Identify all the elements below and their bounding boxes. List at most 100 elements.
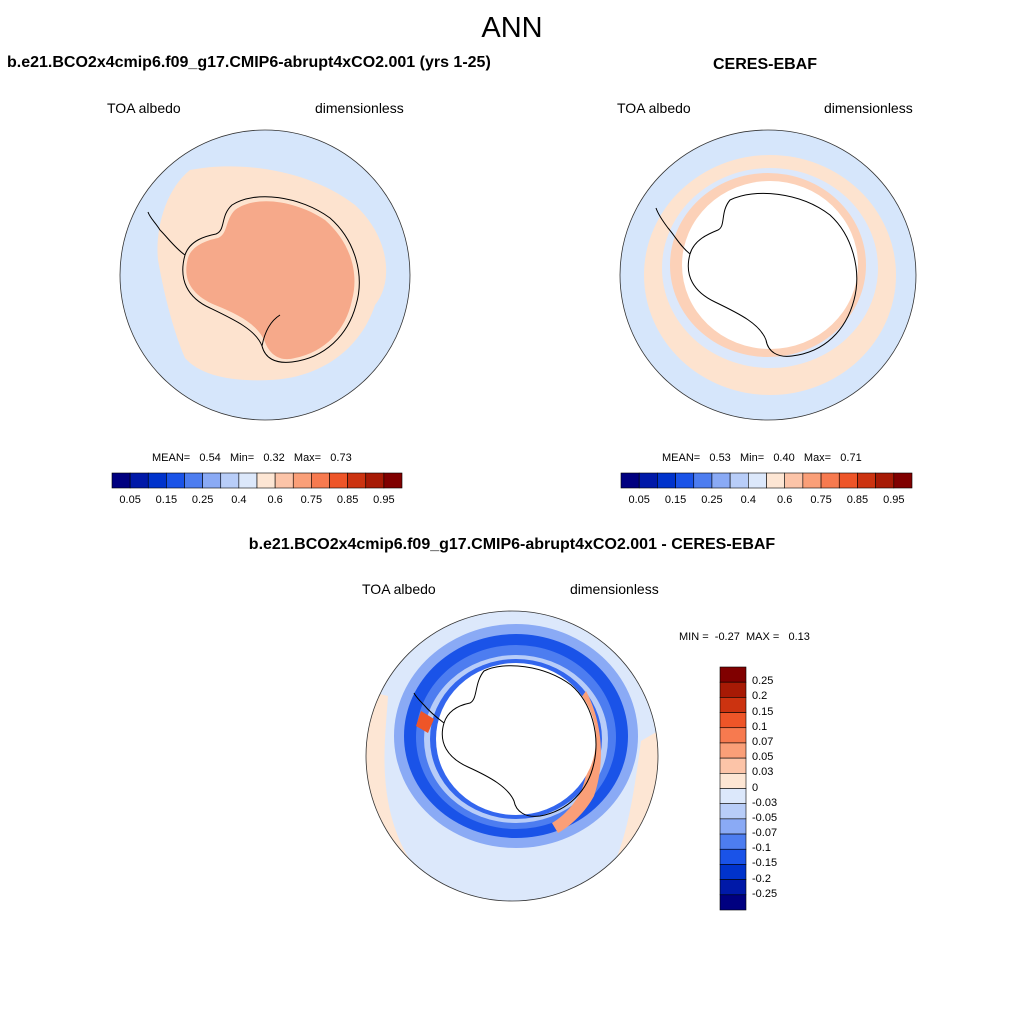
panel1-colorbar-swatch [111,472,131,489]
panel1-units-label: dimensionless [315,100,404,116]
panel2-colorbar-ticks: 0.05 0.15 0.25 0.4 0.6 0.75 0.85 0.95 [621,494,912,508]
panel1-antarctica-coastline [182,196,360,363]
panel2-antarctica-coastline [687,192,858,357]
panel3-min-value: -0.27 [714,631,740,643]
panel2-min-label: Min= [739,452,765,464]
panel1-colorbar-swatch [292,472,312,489]
panel2-map [619,129,917,421]
panel1-title: b.e21.BCO2x4cmip6.f09_g17.CMIP6-abrupt4x… [7,54,491,71]
panel3-title: b.e21.BCO2x4cmip6.f09_g17.CMIP6-abrupt4x… [248,536,776,553]
panel3-colorbar-swatch [719,879,747,896]
panel1-colorbar [111,472,403,489]
panel3-colorbar [719,666,747,911]
panel3-colorbar-swatch [719,803,747,820]
panel1-colorbar-tick-label: 0.85 [336,494,359,506]
panel3-colorbar-tick-label: 0.03 [752,766,774,779]
panel2-max-value: 0.71 [840,452,862,464]
panel1-mean-value: 0.54 [199,452,221,464]
panel2-colorbar-swatch [638,472,658,489]
panel2-colorbar-swatch [748,472,767,489]
panel1-colorbar-swatch [166,472,185,489]
panel3-colorbar-ticks: 0.25 0.2 0.15 0.1 0.07 0.05 0.03 0 -0.03 -0.05 -0.… [752,667,802,910]
panel3-colorbar-swatch [719,697,747,713]
panel3-colorbar-tick-label: 0.05 [752,751,774,764]
panel1-colorbar-tick-label: 0.95 [373,494,395,506]
panel1-colorbar-swatch [184,472,203,489]
panel3-colorbar-swatch [719,848,747,865]
panel3-colorbar-tick-label: 0.2 [752,690,768,703]
panel3-colorbar-tick-label: -0.03 [752,796,778,809]
panel1-max-label: Max= [293,452,322,464]
panel3-colorbar-tick-label: -0.25 [752,887,778,900]
panel2-missing-region [682,181,858,349]
panel3-colorbar-swatch [719,666,747,683]
panel3-colorbar-swatch [719,712,747,729]
panel3-peninsula-positive [416,711,434,733]
panel1-colorbar-swatch [256,472,276,489]
panel3-variable-label: TOA albedo [362,581,436,597]
panel2-variable-label: TOA albedo [617,100,691,116]
panel3-colorbar-swatch [719,864,747,880]
panel2-mean-label: MEAN= [662,452,701,464]
panel3-max-value: 0.13 [788,631,810,643]
panel3-colorbar-swatch [719,681,747,698]
panel1-colorbar-swatch [147,472,167,489]
panel2-colorbar [620,472,913,489]
panel2-colorbar-swatch [875,472,895,489]
panel1-colorbar-swatch [202,472,222,489]
panel1-mean-label: MEAN= [152,452,191,464]
panel1-colorbar-swatch [347,472,367,489]
panel2-colorbar-swatch [729,472,749,489]
panel2-colorbar-swatch [657,472,676,489]
panel1-colorbar-swatch [274,472,294,489]
panel3-map-boundary [365,610,659,902]
panel1-colorbar-swatch [383,472,403,489]
panel2-colorbar-tick-label: 0.6 [777,494,793,506]
panel3-colorbar-tick-label: -0.1 [752,842,771,855]
main-title: ANN [481,12,543,44]
panel1-colorbar-tick-label: 0.15 [155,494,178,506]
panel3-colorbar-tick-label: 0.15 [752,705,774,718]
panel3-colorbar-swatch [719,818,747,835]
panel3-colorbar-tick-label: -0.15 [752,857,778,870]
panel1-colorbar-tick-label: 0.6 [267,494,283,506]
panel2-colorbar-tick-label: 0.85 [846,494,869,506]
panel1-min-value: 0.32 [263,452,285,464]
panel1-colorbar-swatch [238,472,258,489]
panel2-colorbar-swatch [838,472,858,489]
panel2-min-value: 0.40 [773,452,795,464]
panel2-stats: MEAN= 0.53 Min= 0.40 Max= 0.71 [662,452,862,464]
panel1-stats: MEAN= 0.54 Min= 0.32 Max= 0.73 [152,452,352,464]
panel2-colorbar-swatch [857,472,876,489]
panel1-peninsula-coastline [147,211,186,256]
panel1-map [119,129,411,421]
panel1-colorbar-tick-label: 0.75 [300,494,323,506]
panel3-colorbar-tick-label: 0 [752,781,759,794]
panel1-colorbar-swatch [311,472,330,489]
panel3-colorbar-swatch [719,894,747,911]
panel2-colorbar-swatch [766,472,785,489]
panel3-min-label: MIN = [679,631,709,643]
panel1-colorbar-tick-label: 0.05 [119,494,141,506]
panel3-colorbar-tick-label: 0.25 [752,675,774,688]
panel3-colorbar-tick-label: -0.2 [752,872,771,885]
panel2-colorbar-swatch [711,472,731,489]
panel2-colorbar-swatch [675,472,695,489]
panel1-colorbar-tick-label: 0.25 [191,494,214,506]
panel2-colorbar-swatch [802,472,822,489]
panel2-colorbar-tick-label: 0.95 [883,494,905,506]
panel1-colorbar-ticks: 0.05 0.15 0.25 0.4 0.6 0.75 0.85 0.95 [112,494,402,508]
panel1-colorbar-swatch [129,472,149,489]
panel2-map-boundary [619,129,917,421]
panel2-colorbar-tick-label: 0.75 [810,494,832,506]
panel1-continent-field [186,201,355,360]
panel2-colorbar-swatch [820,472,840,489]
panel3-colorbar-swatch [719,757,747,774]
panel3-missing-region [436,663,596,815]
panel2-colorbar-swatch [693,472,713,489]
panel3-colorbar-swatch [719,742,747,759]
panel3-peninsula-coastline [413,692,445,724]
panel1-colorbar-tick-label: 0.4 [231,494,247,506]
panel3-units-label: dimensionless [570,581,659,597]
panel2-colorbar-swatch [893,472,913,489]
